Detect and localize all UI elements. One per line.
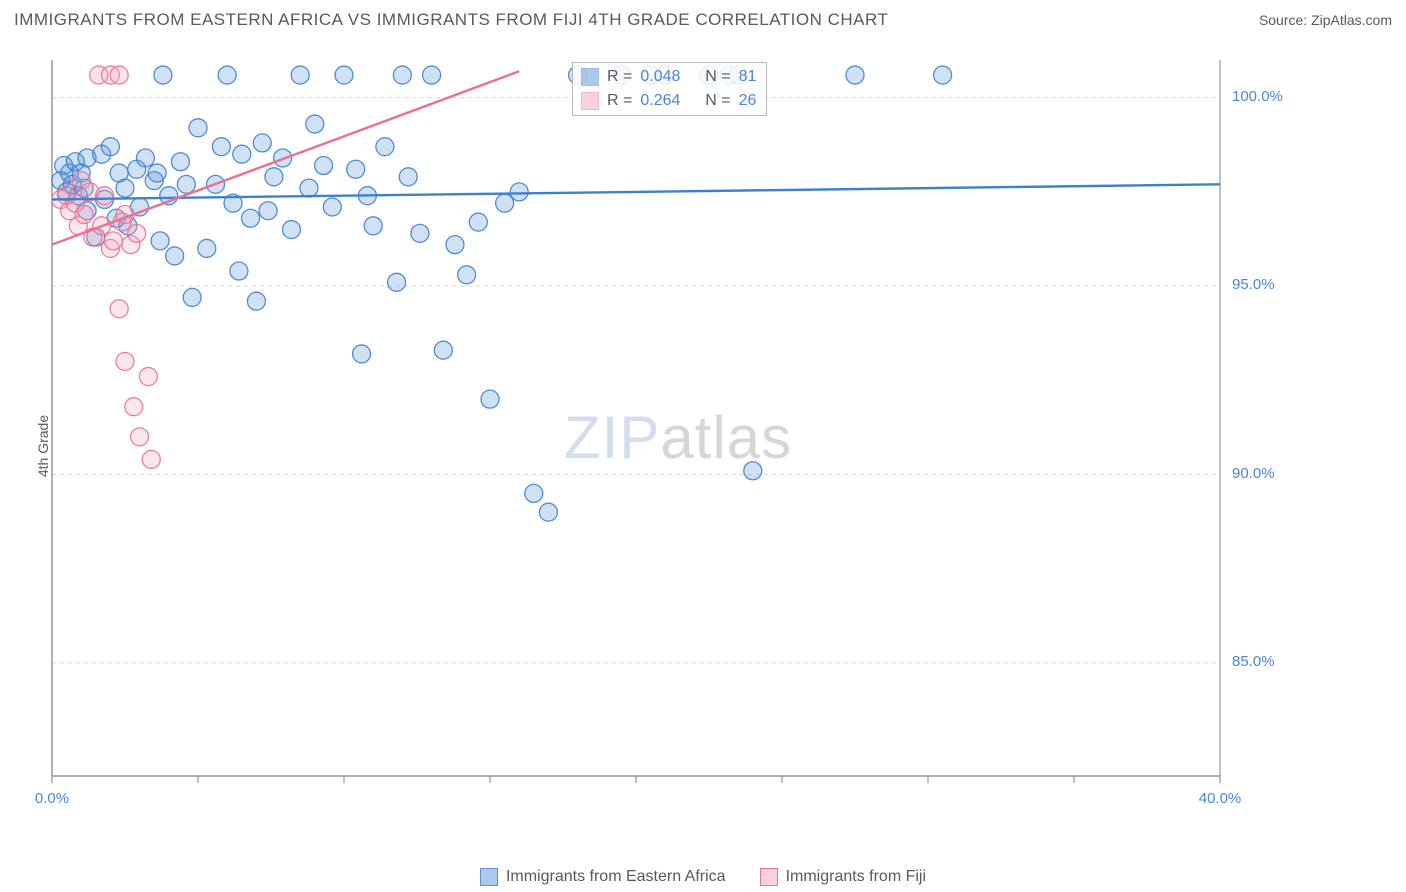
scatter-point: [496, 194, 514, 212]
scatter-point: [446, 236, 464, 254]
legend-swatch: [480, 868, 498, 886]
scatter-point: [259, 202, 277, 220]
scatter-point: [525, 484, 543, 502]
scatter-point: [131, 428, 149, 446]
scatter-point: [539, 503, 557, 521]
scatter-point: [177, 175, 195, 193]
scatter-point: [434, 341, 452, 359]
scatter-point: [101, 138, 119, 156]
scatter-point: [247, 292, 265, 310]
x-tick-label: 0.0%: [35, 790, 69, 807]
scatter-point: [510, 183, 528, 201]
scatter-point: [110, 66, 128, 84]
scatter-point: [212, 138, 230, 156]
scatter-point: [423, 66, 441, 84]
legend-item: Immigrants from Fiji: [760, 868, 926, 886]
scatter-point: [75, 206, 93, 224]
scatter-point: [315, 157, 333, 175]
scatter-point: [388, 273, 406, 291]
scatter-point: [458, 266, 476, 284]
legend-label: Immigrants from Fiji: [786, 868, 926, 886]
scatter-point: [110, 300, 128, 318]
legend-item: Immigrants from Eastern Africa: [480, 868, 726, 886]
scatter-point: [934, 66, 952, 84]
scatter-point: [189, 119, 207, 137]
scatter-point: [481, 390, 499, 408]
scatter-point: [136, 149, 154, 167]
scatter-point: [253, 134, 271, 152]
scatter-point: [323, 198, 341, 216]
scatter-point: [233, 145, 251, 163]
scatter-point: [846, 66, 864, 84]
trend-line: [52, 184, 1220, 199]
source-credit: Source: ZipAtlas.com: [1259, 12, 1392, 28]
y-tick-label: 90.0%: [1232, 465, 1312, 482]
scatter-point: [151, 232, 169, 250]
x-tick-label: 40.0%: [1199, 790, 1242, 807]
scatter-chart: [44, 48, 1304, 818]
header: IMMIGRANTS FROM EASTERN AFRICA VS IMMIGR…: [14, 10, 1392, 30]
stats-row: R = 0.048 N = 81: [581, 65, 756, 89]
scatter-point: [744, 462, 762, 480]
y-tick-label: 85.0%: [1232, 653, 1312, 670]
scatter-point: [282, 221, 300, 239]
stats-row: R = 0.264 N = 26: [581, 89, 756, 113]
scatter-point: [393, 66, 411, 84]
scatter-point: [300, 179, 318, 197]
legend-label: Immigrants from Eastern Africa: [506, 868, 726, 886]
scatter-point: [291, 66, 309, 84]
scatter-point: [335, 66, 353, 84]
scatter-point: [116, 179, 134, 197]
scatter-point: [306, 115, 324, 133]
correlation-stats-box: R = 0.048 N = 81R = 0.264 N = 26: [572, 62, 767, 116]
y-tick-label: 100.0%: [1232, 88, 1312, 105]
stats-swatch: [581, 68, 599, 86]
stats-swatch: [581, 92, 599, 110]
scatter-point: [166, 247, 184, 265]
scatter-point: [148, 164, 166, 182]
scatter-point: [142, 450, 160, 468]
scatter-point: [104, 232, 122, 250]
scatter-point: [265, 168, 283, 186]
scatter-point: [469, 213, 487, 231]
scatter-point: [353, 345, 371, 363]
plot-area: ZIPatlas R = 0.048 N = 81R = 0.264 N = 2…: [44, 48, 1304, 818]
legend-bottom: Immigrants from Eastern Africa Immigrants…: [0, 868, 1406, 886]
scatter-point: [116, 352, 134, 370]
scatter-point: [347, 160, 365, 178]
scatter-point: [128, 224, 146, 242]
scatter-point: [96, 187, 114, 205]
scatter-point: [171, 153, 189, 171]
scatter-point: [183, 288, 201, 306]
y-tick-label: 95.0%: [1232, 276, 1312, 293]
scatter-point: [218, 66, 236, 84]
scatter-point: [230, 262, 248, 280]
scatter-point: [411, 224, 429, 242]
scatter-point: [198, 239, 216, 257]
scatter-point: [125, 398, 143, 416]
scatter-point: [376, 138, 394, 156]
scatter-point: [139, 368, 157, 386]
legend-swatch: [760, 868, 778, 886]
chart-title: IMMIGRANTS FROM EASTERN AFRICA VS IMMIGR…: [14, 10, 888, 30]
scatter-point: [399, 168, 417, 186]
scatter-point: [154, 66, 172, 84]
scatter-point: [364, 217, 382, 235]
scatter-point: [242, 209, 260, 227]
